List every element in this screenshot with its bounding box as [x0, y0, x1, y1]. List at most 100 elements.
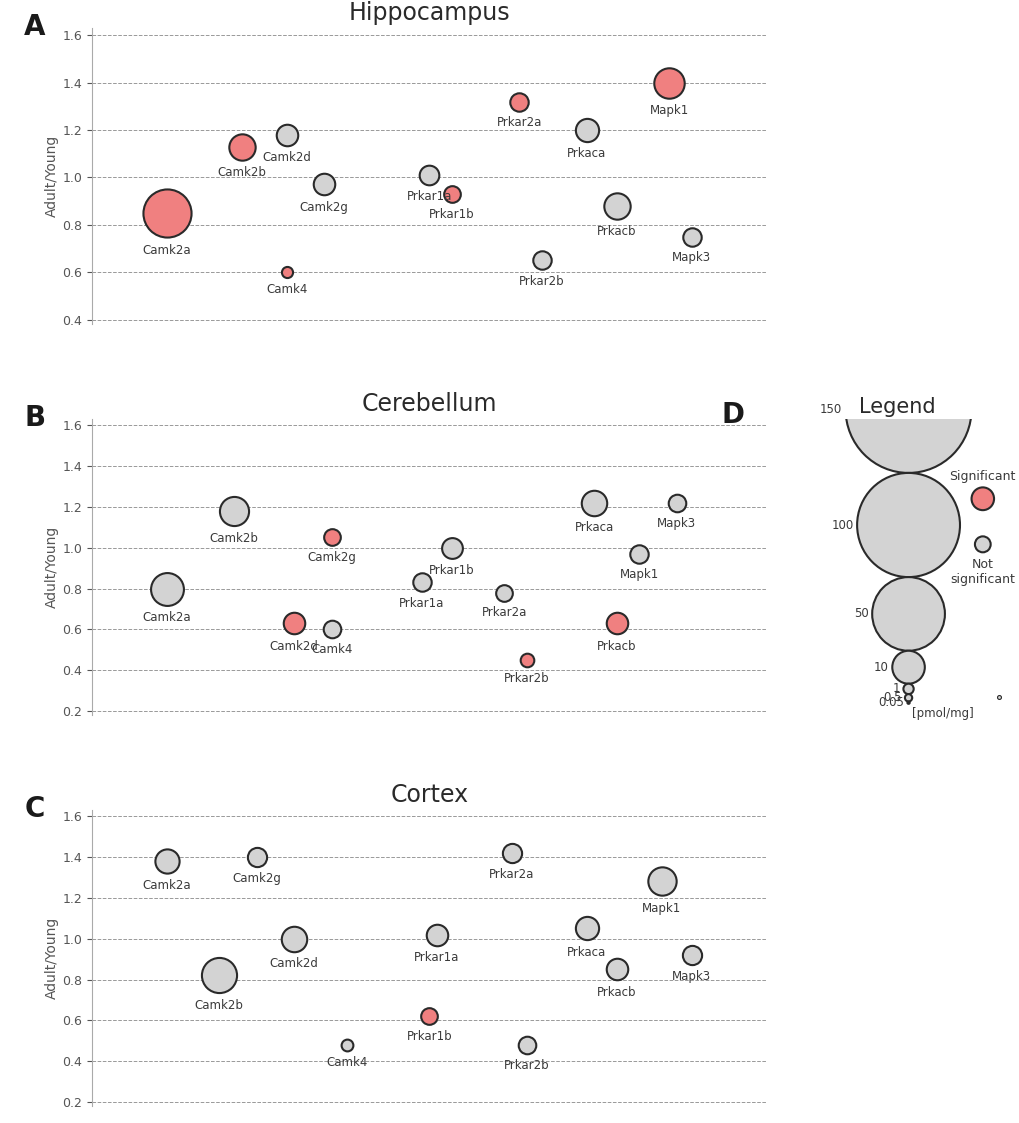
Text: Camk2a: Camk2a: [143, 611, 191, 624]
Text: Prkar1a: Prkar1a: [414, 951, 459, 964]
Text: Camk4: Camk4: [311, 643, 353, 657]
Point: [316, 175, 332, 193]
Point: [233, 137, 250, 155]
Point: [683, 228, 699, 246]
Text: Camk4: Camk4: [266, 283, 307, 295]
Point: [586, 494, 602, 512]
Text: Prkaca: Prkaca: [574, 521, 613, 535]
Text: Mapk3: Mapk3: [672, 252, 710, 264]
Point: [653, 873, 669, 891]
Text: Prkar2b: Prkar2b: [519, 275, 565, 287]
Point: [495, 584, 512, 602]
Point: [518, 1035, 534, 1053]
Text: Prkar1b: Prkar1b: [429, 564, 474, 576]
Circle shape: [904, 694, 911, 702]
Circle shape: [903, 684, 913, 694]
Text: Camk2d: Camk2d: [262, 150, 311, 164]
Point: [608, 197, 625, 214]
Text: Prkaca: Prkaca: [567, 147, 606, 161]
Point: [668, 494, 685, 512]
Point: [608, 614, 625, 632]
Circle shape: [974, 537, 989, 553]
Text: 10: 10: [873, 660, 888, 674]
Point: [159, 579, 175, 597]
Text: Mapk1: Mapk1: [649, 104, 688, 117]
Text: Prkar2a: Prkar2a: [481, 606, 527, 619]
Point: [631, 545, 647, 563]
Text: Prkar2b: Prkar2b: [503, 672, 549, 685]
Point: [503, 843, 520, 861]
Circle shape: [970, 487, 994, 510]
Text: Prkar2a: Prkar2a: [489, 868, 534, 880]
Point: [511, 92, 527, 110]
Point: [226, 502, 243, 520]
Text: 150: 150: [819, 403, 842, 416]
Point: [421, 1007, 437, 1025]
Point: [338, 1035, 355, 1053]
Point: [428, 925, 444, 943]
Text: 0.5: 0.5: [882, 692, 901, 704]
Title: Legend: Legend: [858, 398, 934, 418]
Text: Camk2g: Camk2g: [232, 871, 281, 885]
Point: [660, 74, 677, 92]
Text: Prkacb: Prkacb: [596, 986, 636, 998]
Text: Prkar1b: Prkar1b: [407, 1030, 451, 1043]
Circle shape: [907, 702, 909, 704]
Text: Significant: Significant: [949, 469, 1015, 483]
Circle shape: [856, 473, 959, 577]
Point: [286, 930, 303, 948]
Text: Prkacb: Prkacb: [596, 640, 636, 652]
Text: Camk2a: Camk2a: [143, 879, 191, 892]
Text: Mapk1: Mapk1: [642, 902, 681, 914]
Point: [159, 852, 175, 870]
Point: [608, 960, 625, 978]
Point: [533, 252, 549, 270]
Point: [989, 688, 1006, 706]
Text: 100: 100: [830, 519, 853, 531]
Text: D: D: [721, 401, 744, 429]
Point: [211, 967, 227, 985]
Text: Camk2g: Camk2g: [300, 201, 348, 213]
Circle shape: [892, 650, 924, 684]
Point: [518, 651, 534, 669]
Circle shape: [845, 346, 971, 473]
Text: 0.05: 0.05: [877, 696, 903, 709]
Y-axis label: Adult/Young: Adult/Young: [45, 526, 59, 609]
Text: [pmol/mg]: [pmol/mg]: [911, 707, 973, 720]
Y-axis label: Adult/Young: Adult/Young: [45, 135, 59, 217]
Y-axis label: Adult/Young: Adult/Young: [45, 917, 59, 999]
Point: [249, 848, 265, 866]
Text: Prkar1a: Prkar1a: [398, 597, 444, 610]
Text: Prkar1a: Prkar1a: [407, 190, 451, 203]
Text: B: B: [24, 404, 46, 432]
Text: Camk2g: Camk2g: [307, 551, 356, 564]
Point: [443, 539, 460, 557]
Text: Prkar1b: Prkar1b: [429, 208, 474, 220]
Point: [323, 620, 339, 638]
Text: Mapk3: Mapk3: [672, 970, 710, 983]
Text: Camk2a: Camk2a: [143, 244, 191, 257]
Point: [278, 263, 294, 281]
Text: C: C: [24, 795, 45, 823]
Point: [286, 614, 303, 632]
Text: Prkar2a: Prkar2a: [496, 116, 541, 129]
Point: [443, 185, 460, 203]
Point: [421, 166, 437, 184]
Point: [278, 126, 294, 144]
Text: 50: 50: [853, 608, 868, 620]
Text: Prkaca: Prkaca: [567, 946, 606, 959]
Text: Mapk1: Mapk1: [620, 568, 658, 582]
Circle shape: [871, 577, 944, 650]
Point: [683, 946, 699, 964]
Text: Prkacb: Prkacb: [596, 225, 636, 238]
Title: Hippocampus: Hippocampus: [348, 1, 510, 25]
Text: Camk2b: Camk2b: [210, 531, 259, 545]
Point: [323, 529, 339, 547]
Title: Cortex: Cortex: [390, 783, 468, 806]
Text: Camk2d: Camk2d: [270, 640, 318, 652]
Text: Mapk3: Mapk3: [656, 517, 696, 530]
Text: 1: 1: [892, 683, 899, 695]
Text: Prkar2b: Prkar2b: [503, 1059, 549, 1072]
Text: A: A: [24, 13, 46, 42]
Text: Camk2b: Camk2b: [195, 999, 244, 1013]
